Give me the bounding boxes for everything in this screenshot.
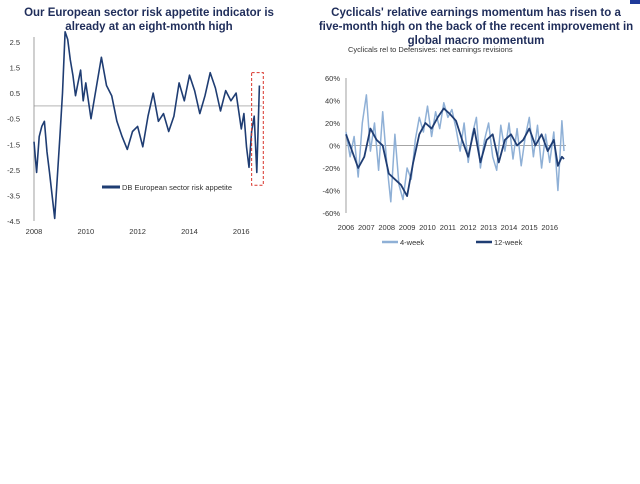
chart1-legend-label: DB European sector risk appetite [122, 183, 232, 192]
chart1-x-tick-label: 2014 [181, 227, 198, 236]
chart2-subtitle: Cyclicals rel to Defensives: net earning… [348, 45, 513, 54]
corner-mark [630, 0, 640, 4]
chart1-series-line [33, 30, 261, 220]
chart2-x-tick-label: 2015 [521, 223, 538, 232]
chart2-y-tick-label: -60% [322, 209, 340, 218]
chart2-y-tick-label: 20% [325, 119, 340, 128]
chart1-y-tick-label: -4.5 [7, 217, 20, 226]
chart1-title: Our European sector risk appetite indica… [24, 7, 274, 33]
chart1-y-tick-label: 1.5 [10, 64, 20, 73]
chart2-x-tick-label: 2012 [460, 223, 477, 232]
chart2-x-tick-label: 2008 [378, 223, 395, 232]
chart1-x-tick-label: 2008 [26, 227, 43, 236]
chart1-y-tick-label: 0.5 [10, 89, 20, 98]
chart2-x-tick-label: 2010 [419, 223, 436, 232]
chart2-x-tick-label: 2007 [358, 223, 375, 232]
chart1-y-tick-label: -1.5 [7, 140, 20, 149]
chart2-series-12-week [345, 107, 565, 198]
chart2-y-tick-label: -40% [322, 187, 340, 196]
chart1-y-tick-label: -3.5 [7, 191, 20, 200]
chart1-highlight-box [251, 72, 264, 186]
chart2-x-tick-label: 2013 [480, 223, 497, 232]
chart2-x-tick-label: 2006 [338, 223, 355, 232]
chart2-x-tick-label: 2016 [541, 223, 558, 232]
chart1-x-tick-label: 2010 [77, 227, 94, 236]
chart2-x-tick-label: 2011 [440, 223, 456, 232]
chart2-y-tick-label: 60% [325, 74, 340, 83]
chart2-y-tick-label: 40% [325, 97, 340, 106]
chart2-series-4-week [345, 94, 565, 203]
chart1-y-tick-label: -0.5 [7, 115, 20, 124]
chart1-x-tick-label: 2016 [233, 227, 250, 236]
chart1-y-tick-label: -2.5 [7, 166, 20, 175]
chart2-y-tick-label: -20% [322, 164, 340, 173]
chart2-x-tick-label: 2009 [399, 223, 416, 232]
chart1-x-tick-label: 2012 [129, 227, 146, 236]
chart2-x-tick-label: 2014 [501, 223, 518, 232]
chart2-y-tick-label: 0% [329, 142, 340, 151]
chart2-legend-label-4-week: 4-week [400, 238, 424, 247]
chart2-title: Cyclicals' relative earnings momentum ha… [318, 7, 634, 47]
chart1-y-tick-label: 2.5 [10, 38, 20, 47]
chart2-legend-label-12-week: 12-week [494, 238, 523, 247]
